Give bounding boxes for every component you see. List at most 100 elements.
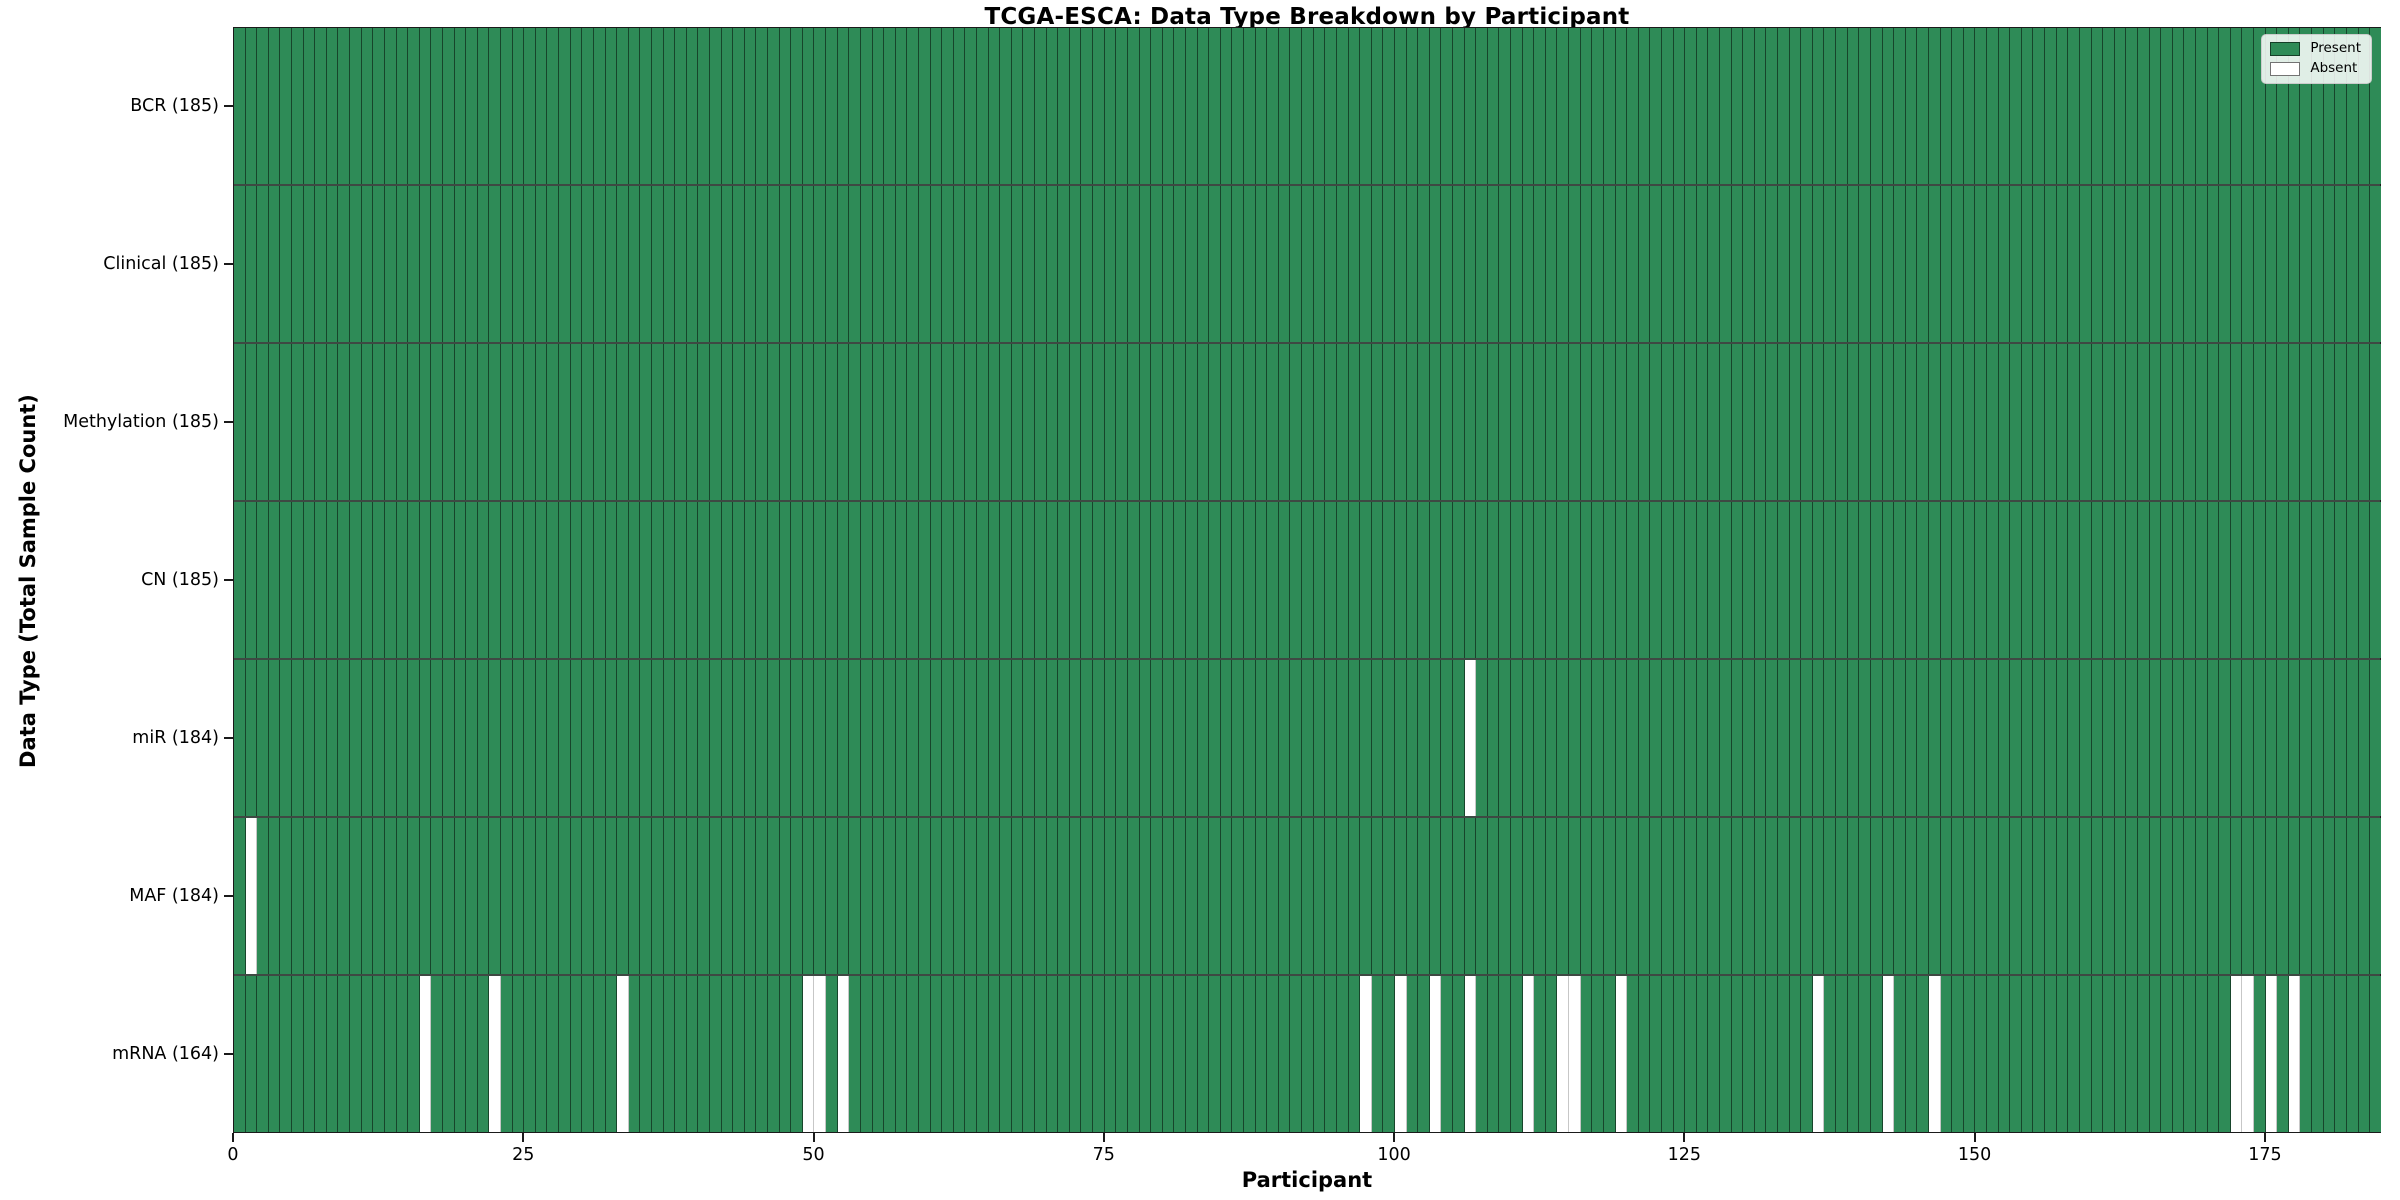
cell-present bbox=[1476, 186, 1488, 342]
cell-absent bbox=[1360, 976, 1372, 1132]
cell-present bbox=[1603, 28, 1616, 184]
cell-present bbox=[373, 28, 385, 184]
cell-present bbox=[1603, 502, 1616, 658]
x-tick-label: 0 bbox=[227, 1145, 239, 1165]
cell-present bbox=[675, 502, 687, 658]
cell-present bbox=[1894, 660, 1906, 816]
cell-present bbox=[1313, 186, 1326, 342]
cell-present bbox=[1940, 186, 1953, 342]
cell-present bbox=[826, 976, 838, 1132]
cell-present bbox=[1418, 344, 1430, 500]
cell-present bbox=[1151, 502, 1163, 658]
cell-present bbox=[1360, 660, 1372, 816]
cell-present bbox=[814, 660, 827, 816]
cell-present bbox=[396, 28, 409, 184]
cell-present bbox=[547, 976, 560, 1132]
cell-present bbox=[733, 976, 745, 1132]
cell-present bbox=[431, 976, 443, 1132]
cell-present bbox=[1940, 818, 1953, 974]
cell-present bbox=[965, 344, 977, 500]
cell-present bbox=[315, 976, 327, 1132]
cell-present bbox=[2312, 660, 2324, 816]
cell-present bbox=[1046, 976, 1059, 1132]
cell-present bbox=[1720, 28, 1732, 184]
cell-present bbox=[779, 660, 792, 816]
cell-present bbox=[1035, 28, 1047, 184]
cell-present bbox=[524, 344, 536, 500]
cell-present bbox=[1557, 502, 1570, 658]
cell-present bbox=[2300, 818, 2313, 974]
cell-present bbox=[1661, 186, 1674, 342]
cell-present bbox=[419, 818, 432, 974]
cell-present bbox=[1754, 660, 1767, 816]
cell-present bbox=[930, 818, 943, 974]
cell-present bbox=[2079, 818, 2092, 974]
cell-present bbox=[1534, 186, 1546, 342]
cell-present bbox=[907, 502, 919, 658]
cell-present bbox=[2091, 660, 2104, 816]
cell-present bbox=[2335, 186, 2347, 342]
cell-present bbox=[234, 818, 246, 974]
cell-present bbox=[1569, 818, 1581, 974]
cell-present bbox=[1870, 660, 1883, 816]
cell-present bbox=[1093, 502, 1105, 658]
cell-present bbox=[2230, 660, 2243, 816]
cell-present bbox=[1859, 660, 1871, 816]
cell-present bbox=[2195, 28, 2208, 184]
cell-present bbox=[2358, 660, 2371, 816]
cell-present bbox=[466, 976, 478, 1132]
cell-present bbox=[292, 976, 304, 1132]
cell-present bbox=[1429, 818, 1442, 974]
cell-present bbox=[1836, 28, 1848, 184]
cell-present bbox=[2091, 502, 2104, 658]
cell-present bbox=[582, 344, 594, 500]
cell-present bbox=[2149, 28, 2162, 184]
cell-present bbox=[1882, 28, 1895, 184]
cell-present bbox=[849, 186, 861, 342]
cell-present bbox=[2300, 976, 2313, 1132]
cell-present bbox=[2056, 818, 2069, 974]
cell-present bbox=[2242, 502, 2255, 658]
cell-present bbox=[1452, 28, 1465, 184]
cell-present bbox=[1267, 502, 1279, 658]
cell-present bbox=[234, 186, 246, 342]
cell-present bbox=[419, 28, 432, 184]
cell-absent bbox=[1522, 976, 1535, 1132]
cell-present bbox=[953, 818, 966, 974]
cell-present bbox=[837, 186, 850, 342]
cell-present bbox=[384, 660, 397, 816]
cell-present bbox=[2033, 502, 2046, 658]
cell-present bbox=[1383, 660, 1395, 816]
cell-present bbox=[315, 818, 327, 974]
cell-present bbox=[744, 502, 757, 658]
cell-present bbox=[733, 818, 745, 974]
cell-present bbox=[570, 502, 583, 658]
cell-present bbox=[1661, 502, 1674, 658]
cell-present bbox=[559, 344, 571, 500]
cell-present bbox=[1371, 186, 1384, 342]
cell-present bbox=[1151, 186, 1163, 342]
cell-present bbox=[1905, 344, 1918, 500]
cell-present bbox=[2207, 344, 2220, 500]
cell-present bbox=[2068, 28, 2080, 184]
cell-present bbox=[1743, 660, 1755, 816]
cell-present bbox=[2346, 660, 2359, 816]
cell-present bbox=[1371, 976, 1384, 1132]
cell-present bbox=[651, 186, 664, 342]
cell-present bbox=[454, 344, 467, 500]
cell-present bbox=[2137, 28, 2150, 184]
cell-present bbox=[2126, 28, 2138, 184]
cell-present bbox=[1046, 502, 1059, 658]
cell-present bbox=[1174, 186, 1186, 342]
cell-present bbox=[1441, 976, 1453, 1132]
cell-present bbox=[1232, 186, 1245, 342]
cell-present bbox=[280, 660, 293, 816]
cell-present bbox=[1139, 976, 1152, 1132]
cell-present bbox=[1812, 502, 1825, 658]
cell-absent bbox=[1429, 976, 1442, 1132]
cell-present bbox=[779, 818, 792, 974]
cell-present bbox=[953, 502, 966, 658]
cell-present bbox=[1580, 660, 1593, 816]
cell-present bbox=[1278, 28, 1291, 184]
cell-present bbox=[791, 660, 803, 816]
